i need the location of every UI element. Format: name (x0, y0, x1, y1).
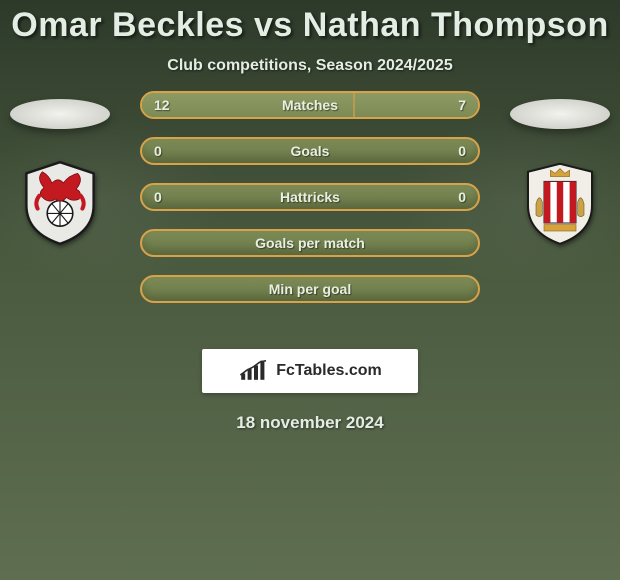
stat-value-left: 0 (154, 189, 162, 205)
arena: 127Matches00Goals00HattricksGoals per ma… (0, 105, 620, 335)
stat-bar: 12 7 Matches (140, 91, 480, 119)
stat-bar: Min per goal (140, 275, 480, 303)
stat-label: Goals per match (255, 235, 365, 251)
player-disc-left (10, 99, 110, 129)
comparison-card: Omar Beckles vs Nathan Thompson Club com… (0, 0, 620, 580)
comparison-bars: 12 7 Matches 0 0 Goals 0 0 Hattricks Goals per ma… (140, 91, 480, 321)
brand-box[interactable]: FcTables.com (202, 349, 418, 393)
stat-label: Matches (282, 97, 338, 113)
stat-bar: 0 0 Goals (140, 137, 480, 165)
subtitle: Club competitions, Season 2024/2025 (0, 57, 620, 75)
stat-value-left: 12 (154, 97, 170, 113)
stat-value-left: 0 (154, 143, 162, 159)
stat-value-right: 0 (458, 143, 466, 159)
player-disc-right (510, 99, 610, 129)
stat-label: Hattricks (280, 189, 340, 205)
stevenage-crest-icon (520, 159, 600, 247)
leyton-orient-crest-icon (20, 159, 100, 247)
page-title: Omar Beckles vs Nathan Thompson (0, 0, 620, 45)
snapshot-date: 18 november 2024 (0, 413, 620, 433)
club-crest-left (20, 159, 100, 247)
stat-label: Min per goal (269, 281, 351, 297)
stat-bar: Goals per match (140, 229, 480, 257)
stat-label: Goals (291, 143, 330, 159)
club-crest-right (520, 159, 600, 247)
stat-value-right: 7 (458, 97, 466, 113)
brand-text: FcTables.com (276, 362, 382, 380)
stat-value-right: 0 (458, 189, 466, 205)
bar-chart-icon (238, 359, 270, 383)
stat-bar: 0 0 Hattricks (140, 183, 480, 211)
